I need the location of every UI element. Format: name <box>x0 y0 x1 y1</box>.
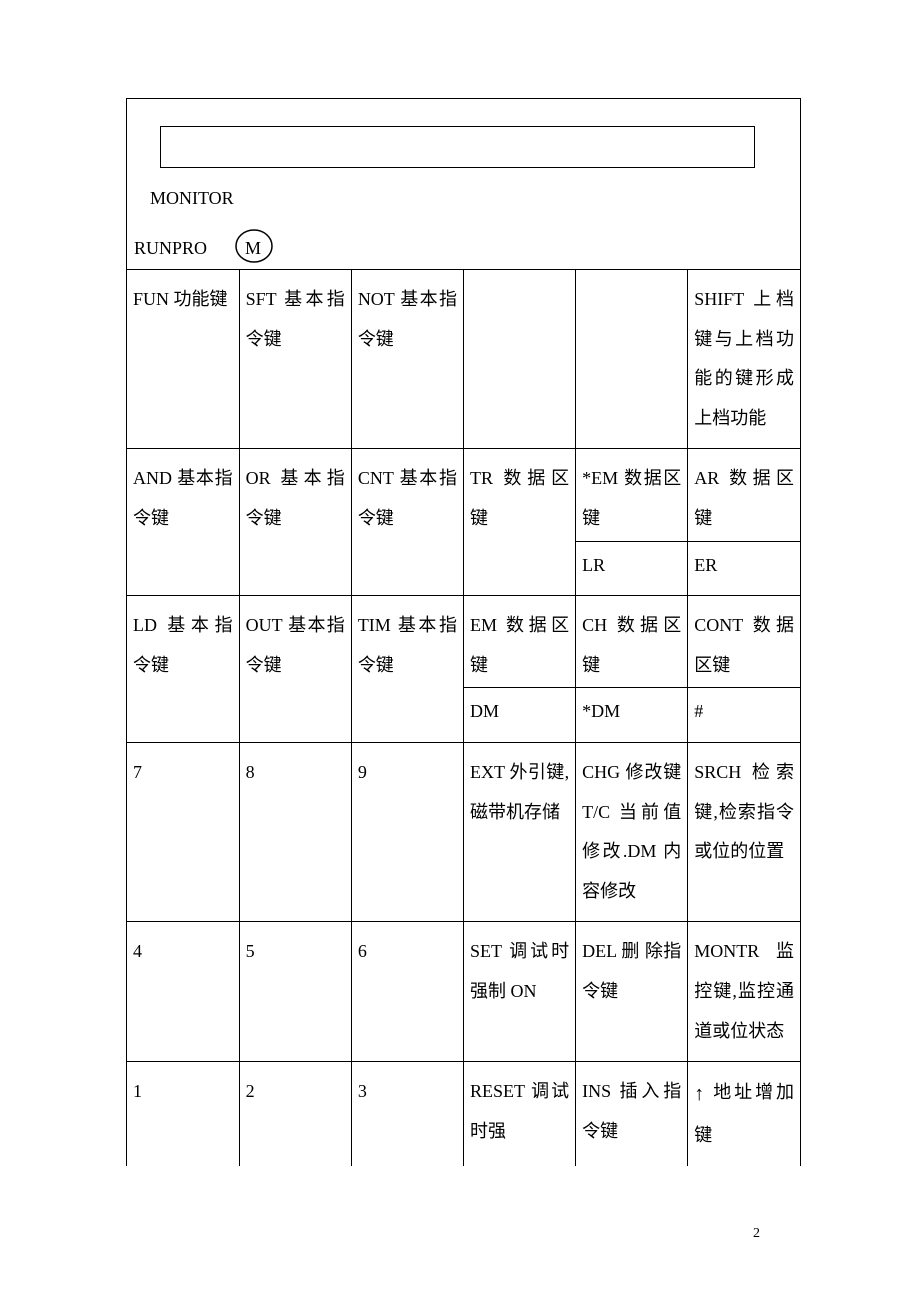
table-cell: SRCH 检索键,检索指令或位的位置 <box>688 742 800 921</box>
table-cell: 1 <box>127 1062 239 1166</box>
table-cell: INS 插入指令键 <box>576 1062 688 1166</box>
table-row: 123RESET 调试时强INS 插入指令键↑地址增加键 <box>127 1062 800 1166</box>
table-cell: 8 <box>239 742 351 921</box>
cell-bottom-line: LR <box>582 555 605 575</box>
table-cell: SHIFT 上档键与上档功能的键形成上档功能 <box>688 270 800 449</box>
table-cell: 5 <box>239 922 351 1062</box>
table-cell: FUN 功能键 <box>127 270 239 449</box>
table-cell: TIM 基本指令键 <box>351 596 463 743</box>
table-cell: AND 基本指令键 <box>127 449 239 596</box>
cell-bottom-line: *DM <box>582 701 620 721</box>
cell-top-line: *EM 数据区键 <box>576 459 687 541</box>
cell-top-line: EM 数据区键 <box>464 606 575 688</box>
table-cell: DEL 删 除指令键 <box>576 922 688 1062</box>
table-cell: RESET 调试时强 <box>463 1062 575 1166</box>
table-cell <box>463 270 575 449</box>
keypad-tbody: FUN 功能键SFT 基本指令键NOT 基本指令键 SHIFT 上档键与上档功能的… <box>127 270 800 1166</box>
table-cell: *EM 数据区键 LR <box>576 449 688 596</box>
cell-top-line: AR 数据区键 <box>688 459 800 541</box>
table-cell: CHG 修改键T/C 当前值修改.DM 内容修改 <box>576 742 688 921</box>
table-cell: EM 数据区键 DM <box>463 596 575 743</box>
page-number: 2 <box>753 1226 760 1242</box>
table-row: 456SET 调试时强制 ONDEL 删 除指令键MONTR 监控键,监控通道或… <box>127 922 800 1062</box>
table-cell <box>576 270 688 449</box>
table-cell: SFT 基本指令键 <box>239 270 351 449</box>
monitor-label: MONITOR <box>150 188 234 209</box>
table-cell: 9 <box>351 742 463 921</box>
table-cell: OUT 基本指令键 <box>239 596 351 743</box>
runprogram-before: RUNPRO <box>134 238 207 258</box>
table-cell: CH 数据区键 *DM <box>576 596 688 743</box>
table-cell: 7 <box>127 742 239 921</box>
cell-top-line: CONT 数据区键 <box>688 606 800 688</box>
table-row: 789EXT 外引键,磁带机存储CHG 修改键T/C 当前值修改.DM 内容修改… <box>127 742 800 921</box>
table-cell: 4 <box>127 922 239 1062</box>
table-row: AND 基本指令键OR 基本指令键CNT 基本指令键TR 数据区键*EM 数据区… <box>127 449 800 596</box>
cell-top-line: CH 数据区键 <box>576 606 687 688</box>
table-cell: SET 调试时强制 ON <box>463 922 575 1062</box>
table-cell: LD 基本指令键 <box>127 596 239 743</box>
table-cell: OR 基本指令键 <box>239 449 351 596</box>
table-row: LD 基本指令键OUT 基本指令键TIM 基本指令键EM 数据区键 DM CH 数据… <box>127 596 800 743</box>
table-cell: NOT 基本指令键 <box>351 270 463 449</box>
up-arrow-icon: ↑ <box>694 1072 704 1116</box>
keypad-table: FUN 功能键SFT 基本指令键NOT 基本指令键 SHIFT 上档键与上档功能的… <box>127 269 800 1166</box>
table-cell: 3 <box>351 1062 463 1166</box>
cell-text: 地址增加键 <box>694 1082 794 1145</box>
runprogram-ellipse <box>234 228 274 264</box>
table-cell: 6 <box>351 922 463 1062</box>
table-cell: TR 数据区键 <box>463 449 575 596</box>
table-cell: MONTR 监控键,监控通道或位状态 <box>688 922 800 1062</box>
table-cell: CNT 基本指令键 <box>351 449 463 596</box>
cell-bottom-line: # <box>694 701 703 721</box>
table-cell: AR 数据区键 ER <box>688 449 800 596</box>
table-cell: 2 <box>239 1062 351 1166</box>
cell-bottom-line: DM <box>470 701 499 721</box>
cell-bottom-line: ER <box>694 555 717 575</box>
table-cell: CONT 数据区键 # <box>688 596 800 743</box>
table-cell: ↑地址增加键 <box>688 1062 800 1166</box>
table-cell: EXT 外引键,磁带机存储 <box>463 742 575 921</box>
table-row: FUN 功能键SFT 基本指令键NOT 基本指令键 SHIFT 上档键与上档功能的… <box>127 270 800 449</box>
